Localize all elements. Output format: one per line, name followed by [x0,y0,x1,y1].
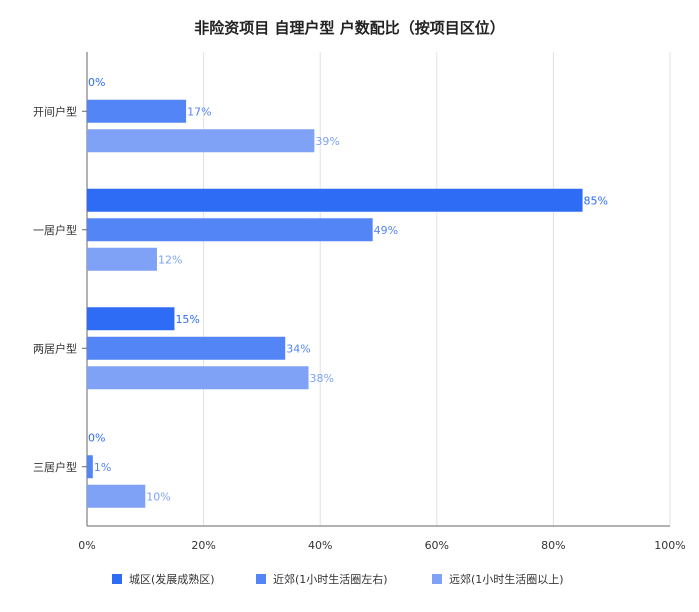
category-label: 三居户型 [33,460,77,474]
data-label: 12% [158,253,182,266]
data-label: 17% [187,105,211,118]
bar[interactable] [87,336,286,360]
data-labels: 0% 17% 39% 85% 49% 12% 15% 34% 38% 0% 1% 10% [88,76,608,504]
x-tick-label: 40% [308,539,332,552]
data-label: 34% [286,342,310,355]
legend[interactable]: 城区(发展成熟区) 近郊(1小时生活圈左右) 远郊(1小时生活圈以上) [112,572,564,586]
legend-label: 城区(发展成熟区) [129,572,215,586]
legend-item[interactable]: 城区(发展成熟区) [112,572,215,586]
data-label: 1% [94,461,111,474]
data-label: 10% [146,490,170,503]
x-tick-label: 60% [425,539,449,552]
grid-lines [203,52,671,526]
data-label: 0% [88,431,105,444]
x-axis: 0% 20% 40% 60% 80% 100% [78,525,686,552]
bars [87,99,583,508]
bar[interactable] [87,247,157,271]
data-label: 38% [310,372,334,385]
legend-swatch [256,574,266,584]
bar[interactable] [87,484,146,508]
data-label: 85% [584,194,608,207]
bar[interactable] [87,129,315,153]
data-label: 49% [374,224,398,237]
x-tick-label: 20% [191,539,215,552]
bar[interactable] [87,455,93,479]
x-tick-label: 100% [654,539,685,552]
x-tick-label: 0% [78,539,95,552]
bar[interactable] [87,99,187,123]
legend-label: 近郊(1小时生活圈左右) [273,572,388,586]
data-label: 15% [175,313,199,326]
legend-label: 远郊(1小时生活圈以上) [449,572,564,586]
bar[interactable] [87,188,583,212]
category-label: 开间户型 [33,104,77,118]
bar[interactable] [87,218,373,242]
legend-swatch [112,574,122,584]
category-label: 两居户型 [33,341,77,355]
data-label: 0% [88,76,105,89]
x-tick-label: 80% [541,539,565,552]
bar[interactable] [87,366,309,390]
bar[interactable] [87,307,175,331]
legend-item[interactable]: 近郊(1小时生活圈左右) [256,572,388,586]
legend-item[interactable]: 远郊(1小时生活圈以上) [432,572,564,586]
category-label: 一居户型 [33,223,77,237]
legend-swatch [432,574,442,584]
data-label: 39% [315,135,339,148]
chart-title: 非险资项目 自理户型 户数配比（按项目区位） [194,19,504,37]
